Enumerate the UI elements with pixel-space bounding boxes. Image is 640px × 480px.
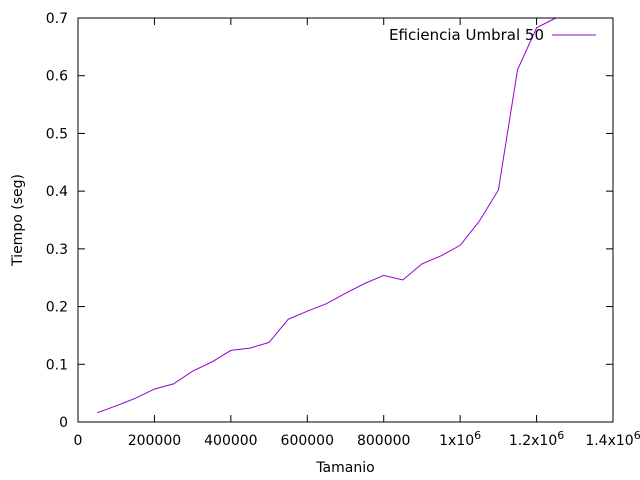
y-tick-label: 0.2 (46, 300, 68, 316)
y-tick-label: 0.3 (46, 242, 68, 258)
x-tick-label: 1.4x106 (585, 429, 640, 449)
x-tick-label-exponent: 6 (557, 429, 564, 442)
series-layer (96, 17, 556, 414)
plot-frame (77, 17, 614, 423)
y-tick-label: 0.4 (46, 184, 68, 200)
x-tick-label: 600000 (281, 433, 334, 449)
x-tick-label-exponent: 6 (634, 429, 640, 442)
y-tick-label: 0.5 (46, 126, 68, 142)
y-tick-label: 0.1 (46, 357, 68, 373)
y-axis-ticks: 0 0.1 0.2 0.3 0.4 0.5 0.6 0.7 (46, 11, 613, 431)
x-axis-ticks: 0 200000 400000 600000 800000 1x106 1.2x106 1.4… (74, 18, 640, 449)
y-tick-label: 0 (59, 415, 68, 431)
x-tick-label-exponent: 6 (474, 429, 481, 442)
series-line (96, 17, 556, 414)
legend-label: Eficiencia Umbral 50 (389, 26, 544, 44)
y-tick-label: 0.7 (46, 11, 68, 27)
y-axis-label: Tiempo (seg) (10, 174, 26, 267)
x-tick-label: 400000 (204, 433, 257, 449)
x-tick-label: 800000 (357, 433, 410, 449)
x-tick-label: 1.2x106 (509, 429, 564, 449)
x-tick-label: 1x106 (439, 429, 481, 449)
x-tick-label: 0 (74, 433, 83, 449)
x-tick-label: 200000 (128, 433, 181, 449)
y-tick-label: 0.6 (46, 69, 68, 85)
legend: Eficiencia Umbral 50 (389, 26, 596, 44)
x-axis-label: Tamanio (315, 460, 374, 476)
